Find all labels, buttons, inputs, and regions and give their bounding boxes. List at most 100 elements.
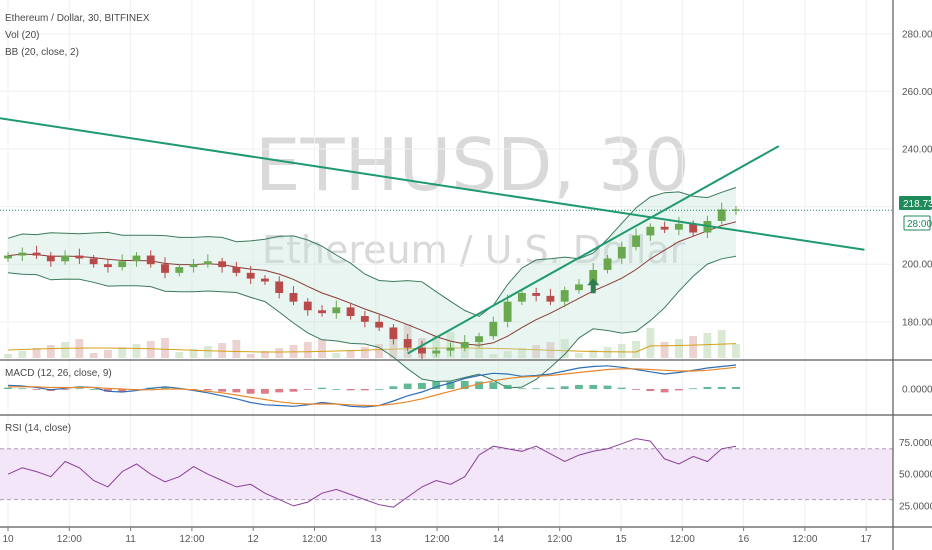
rsi-tick-label: 25.0000 — [899, 501, 932, 512]
horizontal-gridlines — [0, 33, 893, 323]
macd-histogram-bar — [617, 387, 626, 389]
macd-histogram-bar — [560, 386, 569, 389]
macd-histogram-bar — [432, 381, 441, 389]
candle-body — [375, 321, 384, 328]
macd-histogram-bar — [89, 389, 98, 390]
time-tick-label: 12:00 — [425, 534, 450, 545]
candle-body — [132, 255, 141, 262]
candle-body — [403, 339, 412, 348]
macd-axis[interactable]: 0.0000 — [902, 385, 932, 396]
candle-body — [289, 293, 298, 302]
last-price-value: 218.73 — [903, 199, 932, 210]
price-tick-label: 260.00 — [902, 87, 932, 98]
rsi-axis[interactable]: 75.0000 50.0000 25.0000 — [899, 438, 932, 513]
macd-histogram-bar — [375, 389, 384, 390]
volume-bar — [632, 341, 640, 358]
ascending-trendline[interactable] — [407, 145, 780, 355]
volume-bar — [532, 345, 541, 358]
candle-body — [232, 267, 241, 273]
symbol-title[interactable]: Ethereum / Dollar, 30, BITFINEX — [5, 13, 150, 24]
rsi-indicator-label[interactable]: RSI (14, close) — [5, 423, 71, 434]
volume-bar — [161, 338, 169, 358]
time-tick-label: 12:00 — [179, 534, 204, 545]
candle-body — [660, 226, 669, 230]
macd-histogram-bar — [674, 389, 683, 391]
time-tick-label: 12 — [248, 534, 260, 545]
candle-body — [346, 307, 355, 317]
time-axis[interactable]: 10 12:00 11 12:00 12 12:00 13 12:00 14 12:00 15 12:… — [2, 527, 872, 545]
price-tick-label: 280.00 — [902, 29, 932, 40]
volume-bar — [146, 341, 155, 358]
macd-signal-line — [8, 366, 737, 407]
macd-histogram-bar — [532, 388, 541, 390]
volume-bar — [89, 353, 98, 358]
price-tick-label: 180.00 — [902, 317, 932, 328]
macd-histogram-bar — [489, 382, 498, 389]
candle-body — [617, 246, 626, 259]
volume-indicator-label[interactable]: Vol (20) — [5, 30, 39, 41]
volume-bar — [32, 348, 41, 358]
candle-body — [560, 290, 569, 302]
candle-body — [161, 264, 169, 273]
macd-line — [7, 364, 737, 408]
volume-bar — [475, 340, 483, 358]
candle-body — [4, 255, 12, 259]
macd-histogram-bar — [218, 389, 227, 392]
candle-body — [603, 258, 612, 270]
volume-bar — [189, 349, 198, 358]
candle-body — [389, 327, 398, 340]
candle-body — [589, 269, 598, 285]
volume-bar — [46, 345, 55, 358]
volume-bar — [261, 351, 269, 358]
macd-histogram-bar — [61, 389, 70, 390]
macd-histogram-bar — [418, 382, 426, 389]
macd-tick-label: 0.0000 — [902, 385, 932, 396]
candle-body — [532, 293, 541, 296]
volume-bar — [589, 350, 598, 358]
candlesticks — [4, 202, 740, 359]
candle-body — [103, 264, 112, 268]
descending-trendline[interactable] — [0, 117, 865, 251]
time-tick-label: 16 — [738, 534, 750, 545]
volume-bar — [375, 344, 384, 358]
time-tick-label: 12:00 — [302, 534, 327, 545]
volume-bar — [503, 351, 512, 358]
candle-body — [332, 307, 341, 314]
volume-bar — [732, 344, 740, 358]
candle-body — [146, 255, 155, 265]
volume-bar — [346, 350, 355, 358]
volume-bar — [674, 339, 683, 358]
macd-histogram-bar — [460, 380, 469, 389]
macd-histogram-bar — [475, 381, 483, 389]
volume-bar — [118, 347, 127, 358]
candle-body — [689, 223, 698, 233]
macd-indicator-label[interactable]: MACD (12, 26, close, 9) — [5, 368, 112, 379]
volume-bar — [246, 354, 255, 358]
watermark-symbol: ETHUSD, 30 — [255, 123, 690, 207]
bollinger-indicator-label[interactable]: BB (20, close, 2) — [5, 47, 79, 58]
candle-body — [446, 347, 455, 351]
candle-body — [275, 281, 284, 293]
volume-bar — [332, 353, 341, 358]
candle-body — [674, 223, 683, 230]
candle-body — [503, 301, 512, 322]
volume-bar — [603, 347, 612, 358]
macd-histogram-bar — [346, 389, 355, 391]
macd-histogram-bar — [246, 389, 255, 394]
candle-body — [203, 261, 212, 265]
candle-body — [475, 336, 483, 342]
volume-bar — [360, 347, 369, 358]
macd-histogram-bar — [646, 389, 655, 392]
volume-bar — [575, 353, 583, 358]
price-tick-label: 200.00 — [902, 260, 932, 271]
macd-histogram-bar — [632, 389, 640, 390]
arrow-up-icon[interactable] — [587, 278, 600, 294]
candle-body — [646, 226, 655, 236]
volume-moving-average — [7, 343, 737, 353]
time-tick-label: 15 — [615, 534, 627, 545]
time-tick-label: 12:00 — [547, 534, 572, 545]
volume-bar — [517, 348, 526, 358]
candle-body — [546, 295, 555, 302]
candle-body — [189, 264, 198, 268]
